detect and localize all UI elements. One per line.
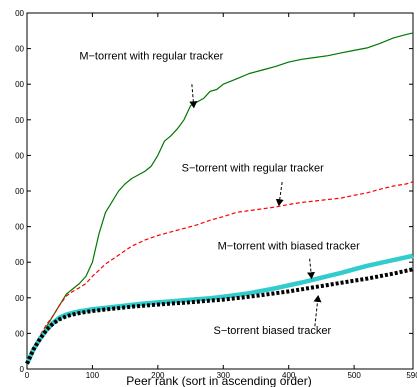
- y-tick-label: 00: [15, 9, 24, 18]
- y-tick-label: 00: [15, 187, 24, 196]
- annotation-label-3: M−torrent with biased tracker: [218, 241, 360, 253]
- x-tick-label: 400: [282, 371, 296, 380]
- y-tick-label: 00: [15, 80, 24, 89]
- x-tick-label: 200: [151, 371, 165, 380]
- annotation-arrow-2: [275, 182, 284, 207]
- annotations-group: M−torrent with regular tracker S−torrent …: [79, 50, 360, 337]
- x-tick-label: 590: [406, 371, 417, 380]
- annotation-label-1: M−torrent with regular tracker: [79, 50, 223, 62]
- y-tick-label: 00: [15, 151, 24, 160]
- series-line-4: [25, 267, 414, 365]
- annotation-label-4: S−torrent biased tracker: [213, 325, 331, 337]
- y-tick-label: 0: [20, 365, 25, 374]
- annotation-label-2: S−torrent with regular tracker: [182, 162, 324, 174]
- annotation-arrow-1: [189, 84, 198, 109]
- x-tick-label: 500: [347, 371, 361, 380]
- annotation-arrow-3: [307, 258, 315, 280]
- y-tick-label: 00: [15, 329, 24, 338]
- x-tick-label: 100: [86, 371, 100, 380]
- y-tick-label: 00: [15, 294, 24, 303]
- axis-ticks: 0100200300400500590000000000000000000000: [15, 9, 417, 380]
- y-tick-label: 00: [15, 223, 24, 232]
- y-tick-label: 00: [15, 45, 24, 54]
- x-axis-label: Peer rank (sort in ascending order): [126, 374, 311, 387]
- series-line-2: [26, 181, 414, 364]
- series-line-1: [26, 32, 414, 364]
- x-tick-label: 300: [217, 371, 231, 380]
- series-group: [24, 32, 414, 365]
- x-tick-label: 0: [25, 371, 30, 380]
- annotation-arrow-4: [313, 295, 322, 327]
- y-tick-label: 00: [15, 258, 24, 267]
- y-tick-label: 00: [15, 116, 24, 125]
